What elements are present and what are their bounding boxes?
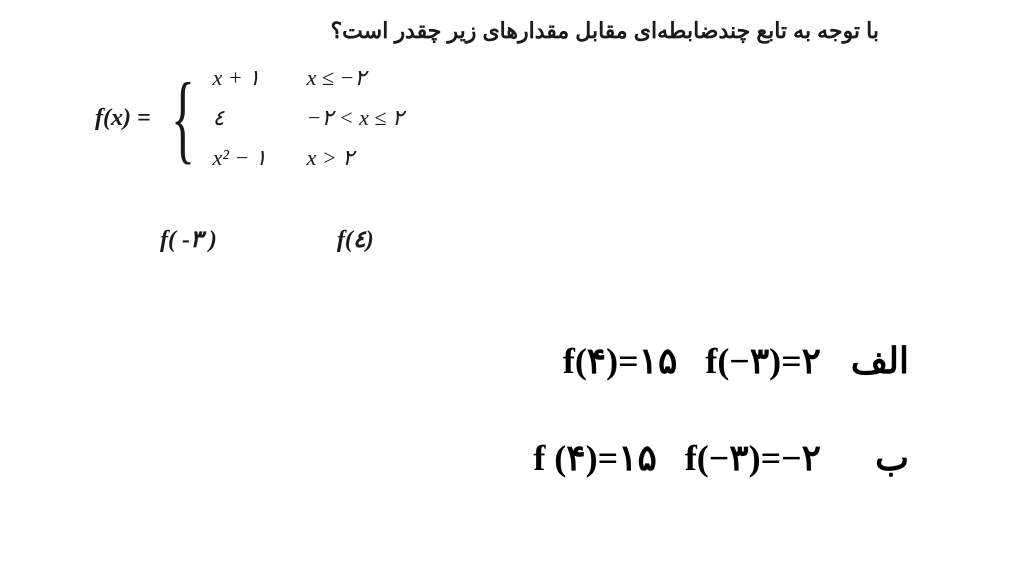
case-condition: −۲ < x ≤ ۲ [307,105,404,131]
case-row: x² − ۱ x > ۲ [213,145,404,171]
case-expression: x² − ۱ [213,145,283,171]
case-expression: ٤ [213,105,283,131]
piecewise-function: f(x) = { x + ۱ x ≤ −۲ ٤ −۲ < x ≤ ۲ x² − … [95,65,404,171]
case-condition: x > ۲ [307,145,354,171]
evaluate-item: f(٤) [337,225,374,254]
answer-option-be: ب f (۴)=۱۵ f(−۳)=−۲ [533,437,909,479]
case-expression: x + ۱ [213,65,283,91]
answer-label: ب [849,437,909,479]
answer-math: f (۴)=۱۵ f(−۳)=−۲ [533,437,821,479]
evaluate-row: f( -۳ ) f(٤) [160,225,374,254]
math-part: f(−۳)=۲ [705,340,821,382]
answer-option-alef: الف f(۴)=۱۵ f(−۳)=۲ [533,340,909,382]
answer-label: الف [849,340,909,382]
question-text: با توجه به تابع چندضابطه‌ای مقابل مقداره… [331,18,880,44]
math-part: f(−۳)=−۲ [685,437,821,479]
math-part: f (۴)=۱۵ [533,437,657,479]
case-row: x + ۱ x ≤ −۲ [213,65,404,91]
function-label: f(x) = [95,105,151,132]
case-condition: x ≤ −۲ [307,65,367,91]
answer-options: الف f(۴)=۱۵ f(−۳)=۲ ب f (۴)=۱۵ f(−۳)=−۲ [533,340,909,479]
math-part: f(۴)=۱۵ [563,340,678,382]
function-cases: x + ۱ x ≤ −۲ ٤ −۲ < x ≤ ۲ x² − ۱ x > ۲ [213,65,404,171]
case-row: ٤ −۲ < x ≤ ۲ [213,105,404,131]
brace-icon: { [171,78,195,158]
evaluate-item: f( -۳ ) [160,225,217,254]
answer-math: f(۴)=۱۵ f(−۳)=۲ [563,340,821,382]
